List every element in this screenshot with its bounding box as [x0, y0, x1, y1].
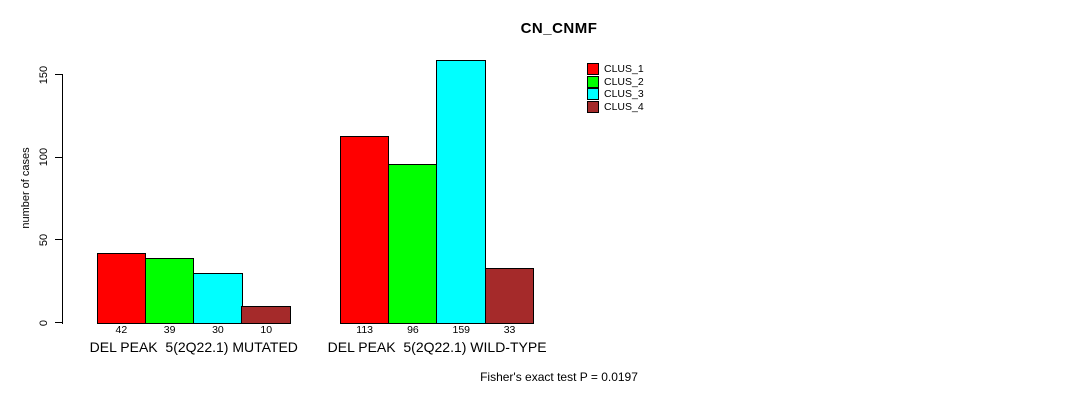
bar-value-label-clus-4-mutated: 10	[260, 324, 273, 336]
y-tick-label: 50	[38, 233, 50, 246]
fisher-test-annotation: Fisher's exact test P = 0.0197	[480, 370, 638, 384]
y-axis-tick	[54, 239, 62, 241]
bar-value-label-clus-3-wild-type: 159	[452, 324, 471, 336]
y-axis-tick	[54, 321, 62, 324]
x-category-label-wild-type: DEL PEAK 5(2Q22.1) WILD-TYPE	[327, 339, 547, 355]
legend-label-clus-4: CLUS_4	[604, 100, 644, 113]
legend-label-clus-1: CLUS_1	[604, 63, 644, 75]
y-axis-tick	[54, 73, 62, 76]
bar-value-label-clus-2-mutated: 39	[163, 324, 176, 336]
y-tick-label: 150	[38, 65, 50, 84]
bar-value-label-clus-3-mutated: 30	[212, 324, 224, 336]
legend-label-clus-3: CLUS_3	[604, 88, 644, 100]
chart-title: CN_CNMF	[520, 20, 598, 37]
bar-value-label-clus-1-mutated: 42	[115, 324, 128, 336]
x-category-label-mutated: DEL PEAK 5(2Q22.1) MUTATED	[89, 339, 298, 355]
legend-label-clus-2: CLUS_2	[604, 75, 644, 88]
y-axis-tick	[54, 156, 62, 158]
legend-swatch-clus-3	[587, 88, 599, 100]
legend-swatch-clus-2	[587, 75, 599, 88]
bar-clus-3-wild-type	[436, 59, 487, 324]
y-axis-line	[61, 73, 63, 324]
y-axis-title: number of cases	[18, 131, 34, 245]
bar-clus-1-wild-type	[339, 135, 390, 324]
y-tick-label: 0	[38, 319, 50, 326]
y-axis-title-text: number of cases	[20, 147, 32, 229]
bar-value-label-clus-1-wild-type: 113	[356, 324, 374, 336]
bar-clus-2-wild-type	[388, 163, 438, 324]
bar-clus-4-wild-type	[484, 267, 535, 324]
legend: CLUS_1 CLUS_2 CLUS_3 CLUS_4	[587, 63, 707, 118]
legend-swatch-clus-4	[587, 100, 599, 113]
bar-clus-1-mutated	[96, 253, 147, 324]
bar-value-label-clus-4-wild-type: 33	[503, 324, 516, 336]
bar-value-label-clus-2-wild-type: 96	[407, 324, 419, 336]
legend-swatch-clus-1	[587, 63, 599, 75]
bar-clus-4-mutated	[241, 305, 292, 324]
bar-clus-3-mutated	[193, 272, 243, 324]
y-tick-label: 100	[38, 147, 50, 167]
bar-clus-2-mutated	[144, 258, 195, 324]
